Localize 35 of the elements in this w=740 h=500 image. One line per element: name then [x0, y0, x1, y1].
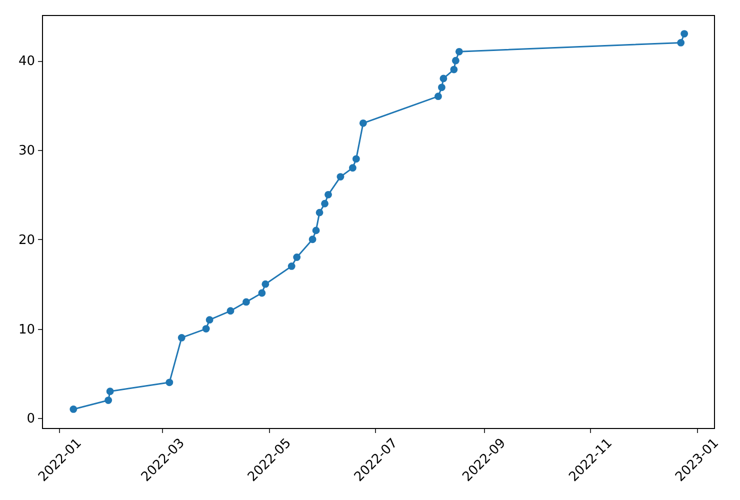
y-tick-label: 20 [18, 232, 35, 248]
point [166, 378, 174, 386]
point [104, 396, 112, 404]
point [293, 254, 301, 261]
point [452, 56, 460, 64]
point [316, 208, 324, 216]
point [288, 262, 296, 270]
point [202, 325, 210, 332]
point [70, 406, 78, 413]
point [352, 155, 360, 163]
point [262, 280, 270, 288]
point [312, 226, 320, 234]
point [226, 307, 234, 315]
y-tick-label: 10 [18, 322, 35, 338]
point [440, 74, 448, 82]
point [438, 84, 446, 92]
y-tick-label: 0 [26, 412, 35, 427]
point [450, 66, 458, 74]
point [206, 316, 214, 324]
point [434, 92, 442, 100]
point [680, 30, 688, 38]
point [455, 48, 463, 56]
point [336, 173, 344, 181]
point [348, 164, 356, 172]
point [677, 39, 685, 46]
point [106, 388, 114, 396]
point [258, 289, 266, 297]
point [308, 236, 316, 244]
point [321, 200, 328, 208]
y-tick-label: 30 [18, 143, 35, 158]
point [359, 119, 367, 127]
y-tick-label: 40 [18, 54, 35, 70]
point [242, 298, 250, 306]
point [324, 190, 332, 198]
point [178, 334, 186, 342]
